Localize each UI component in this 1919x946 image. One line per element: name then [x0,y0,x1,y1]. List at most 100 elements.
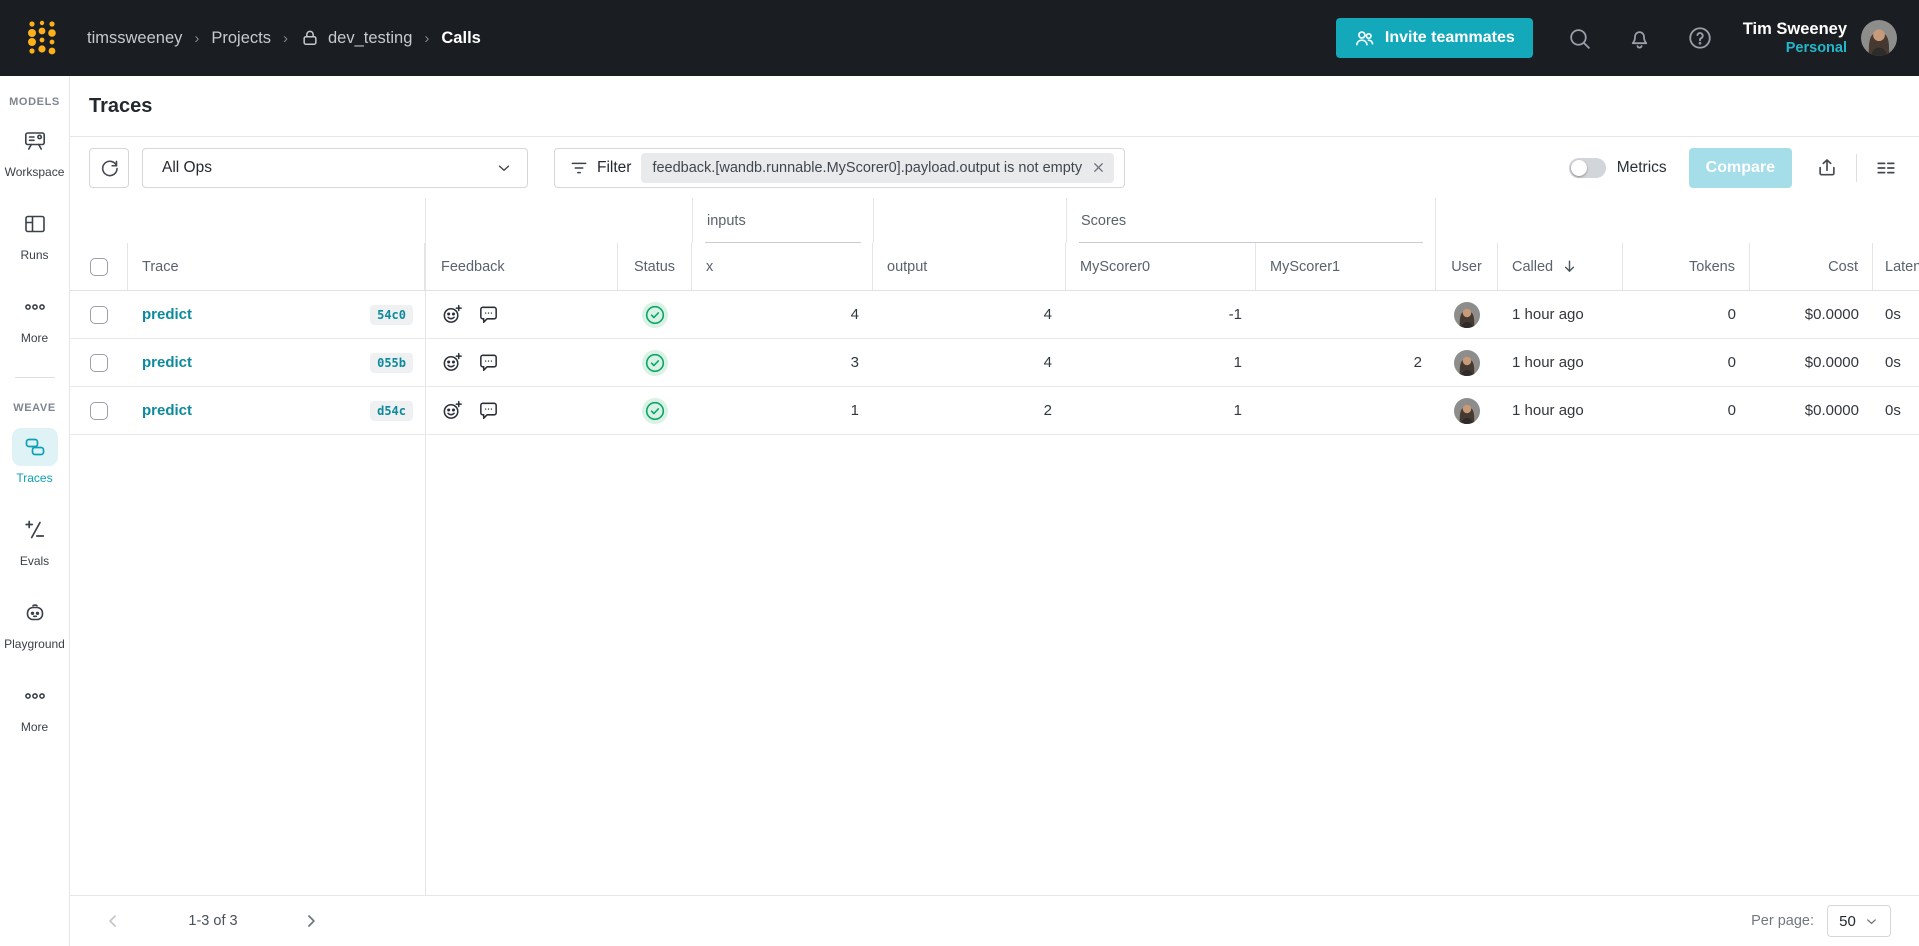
trace-op-link[interactable]: predict [142,354,193,371]
sidebar-item-traces[interactable]: Traces [11,428,58,485]
main-content: Traces All Ops [70,76,1919,946]
table-row[interactable]: predict 54c0 [70,291,1919,339]
table-row[interactable]: predict 055b [70,339,1919,387]
invite-teammates-button[interactable]: Invite teammates [1335,18,1533,58]
comment-icon[interactable] [477,303,501,327]
top-navbar: timssweeney › Projects › dev_testing › C… [0,0,1919,76]
cell-myscorer0: 1 [1233,354,1242,371]
refresh-button[interactable] [89,147,129,188]
comment-icon[interactable] [477,399,501,423]
trace-id-badge[interactable]: 54c0 [370,304,413,325]
called-label: Called [1512,258,1554,275]
cell-x: 1 [850,402,859,419]
export-button[interactable] [1810,151,1844,185]
sidebar-item-label: Workspace [4,165,65,179]
next-page-button[interactable] [298,908,324,934]
notifications-bell-icon[interactable] [1627,25,1653,51]
filter-chip[interactable]: feedback.[wandb.runnable.MyScorer0].payl… [641,152,1115,183]
toolbar-right: Metrics Compare [1568,147,1903,188]
runs-icon [23,212,47,236]
sidebar-item-evals[interactable]: Evals [12,511,58,568]
wandb-logo-icon[interactable] [25,18,59,58]
trace-op-link[interactable]: predict [142,306,193,323]
avatar [1454,349,1480,376]
avatar [1454,301,1480,328]
refresh-icon [99,157,120,178]
sidebar-item-playground[interactable]: Playground [4,594,65,651]
column-header-trace[interactable]: Trace [128,243,425,290]
filter-chip-text: feedback.[wandb.runnable.MyScorer0].payl… [652,159,1083,176]
column-header-myscorer1[interactable]: MyScorer1 [1256,243,1436,290]
breadcrumb-projects[interactable]: Projects [211,28,271,47]
breadcrumb-current-page[interactable]: Calls [441,28,481,47]
avatar[interactable] [1861,20,1897,56]
column-header-output[interactable]: output [873,243,1066,290]
comment-icon[interactable] [477,351,501,375]
sidebar-item-runs[interactable]: Runs [12,205,58,262]
manage-columns-button[interactable] [1869,151,1903,185]
calls-table: inputs Scores Trace Feedback Status x ou… [70,198,1919,895]
page-title: Traces [89,94,153,117]
ops-filter-value: All Ops [162,158,212,176]
workspace-icon [23,129,47,153]
table-row[interactable]: predict d54c [70,387,1919,435]
filter-label: Filter [597,158,632,176]
add-reaction-icon[interactable] [441,399,465,423]
filter-bar: Filter feedback.[wandb.runnable.MyScorer… [554,147,1126,188]
title-bar: Traces [70,76,1919,137]
people-icon [1354,28,1375,49]
previous-page-button[interactable] [100,908,126,934]
column-header-user[interactable]: User [1436,243,1498,290]
sort-desc-icon[interactable] [1561,258,1578,275]
column-header-called[interactable]: Called [1498,243,1623,290]
pinned-column-divider [425,198,426,895]
sidebar-section-models: MODELS [9,96,60,108]
sidebar-item-weave-more[interactable]: More [12,677,58,734]
metrics-label: Metrics [1616,158,1667,176]
add-reaction-icon[interactable] [441,351,465,375]
add-reaction-icon[interactable] [441,303,465,327]
compare-button[interactable]: Compare [1688,147,1792,188]
cell-myscorer1 [1256,387,1436,434]
cell-called: 1 hour ago [1512,402,1584,419]
sidebar-item-label: Evals [19,554,50,568]
cell-x: 3 [850,354,859,371]
sidebar-item-models-more[interactable]: More [12,288,58,345]
trace-op-link[interactable]: predict [142,402,193,419]
group-header-scores: Scores [1066,198,1436,243]
column-header-status[interactable]: Status [618,243,692,290]
row-checkbox[interactable] [90,353,108,372]
more-icon [23,295,47,319]
user-menu[interactable]: Tim Sweeney Personal [1743,19,1847,58]
status-success-icon [641,397,669,425]
help-icon[interactable] [1687,25,1713,51]
column-header-cost[interactable]: Cost [1750,243,1873,290]
chevron-down-icon [495,159,513,177]
column-header-myscorer0[interactable]: MyScorer0 [1066,243,1256,290]
breadcrumb-separator: › [282,29,288,47]
breadcrumb-org[interactable]: timssweeney [87,28,183,47]
cell-myscorer1: 2 [1413,354,1422,371]
cell-latency: 0s [1885,306,1901,323]
cell-myscorer0: -1 [1228,306,1242,323]
row-checkbox[interactable] [90,305,108,324]
ops-filter-dropdown[interactable]: All Ops [142,147,528,188]
per-page-select[interactable]: 50 [1827,905,1891,937]
sidebar-item-label: More [20,331,49,345]
cell-output: 2 [1043,402,1052,419]
column-header-tokens[interactable]: Tokens [1623,243,1750,290]
row-checkbox[interactable] [90,401,108,420]
column-header-x[interactable]: x [692,243,873,290]
breadcrumb-project[interactable]: dev_testing [327,28,413,47]
select-all-checkbox[interactable] [89,257,108,276]
trace-id-badge[interactable]: 055b [370,352,413,373]
sidebar-item-label: Playground [4,637,65,651]
trace-id-badge[interactable]: d54c [370,400,413,421]
cell-tokens: 0 [1727,354,1736,371]
remove-filter-icon[interactable] [1091,160,1106,175]
column-header-latency[interactable]: Latency [1885,258,1919,275]
column-header-feedback[interactable]: Feedback [425,243,618,290]
sidebar-item-workspace[interactable]: Workspace [4,122,65,179]
search-icon[interactable] [1567,25,1593,51]
metrics-toggle[interactable] [1568,157,1606,178]
